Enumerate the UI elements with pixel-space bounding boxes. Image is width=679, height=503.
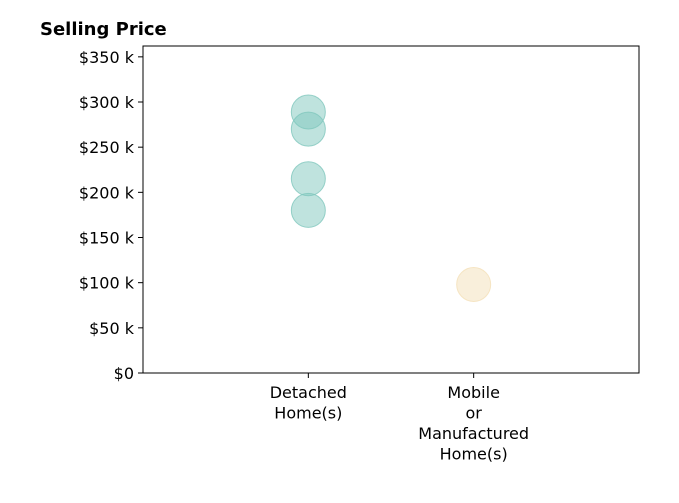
x-tick-label-line: Mobile xyxy=(447,383,499,402)
x-tick-label: Detached Home(s) xyxy=(270,383,347,423)
y-tick-label: $300 k xyxy=(79,93,135,112)
data-point xyxy=(290,161,326,197)
chart-title: Selling Price xyxy=(40,19,167,40)
data-point xyxy=(290,192,326,228)
y-axis: $0 $50 k $100 k $150 k $200 k $250 k $300 k $35… xyxy=(79,48,143,383)
y-tick-label: $50 k xyxy=(89,319,135,338)
x-tick-label-line: or xyxy=(465,404,482,423)
data-point xyxy=(456,266,492,302)
x-tick-label-line: Home(s) xyxy=(274,404,342,423)
plot-area xyxy=(142,45,640,374)
x-tick-label-line: Detached xyxy=(270,383,347,402)
y-tick-label: $0 xyxy=(114,364,134,383)
y-tick-label: $350 k xyxy=(79,48,135,67)
y-tick-label: $200 k xyxy=(79,183,135,202)
y-tick-label: $150 k xyxy=(79,229,135,248)
x-axis: Detached Home(s) Mobile or Manufactured Home(… xyxy=(270,373,529,464)
data-point xyxy=(290,111,326,147)
plot-points xyxy=(290,94,492,302)
y-tick-label: $250 k xyxy=(79,138,135,157)
x-tick-label-line: Manufactured xyxy=(418,424,529,443)
y-tick-label: $100 k xyxy=(79,274,135,293)
x-tick-label: Mobile or Manufactured Home(s) xyxy=(418,383,529,464)
x-tick-label-line: Home(s) xyxy=(440,445,508,464)
